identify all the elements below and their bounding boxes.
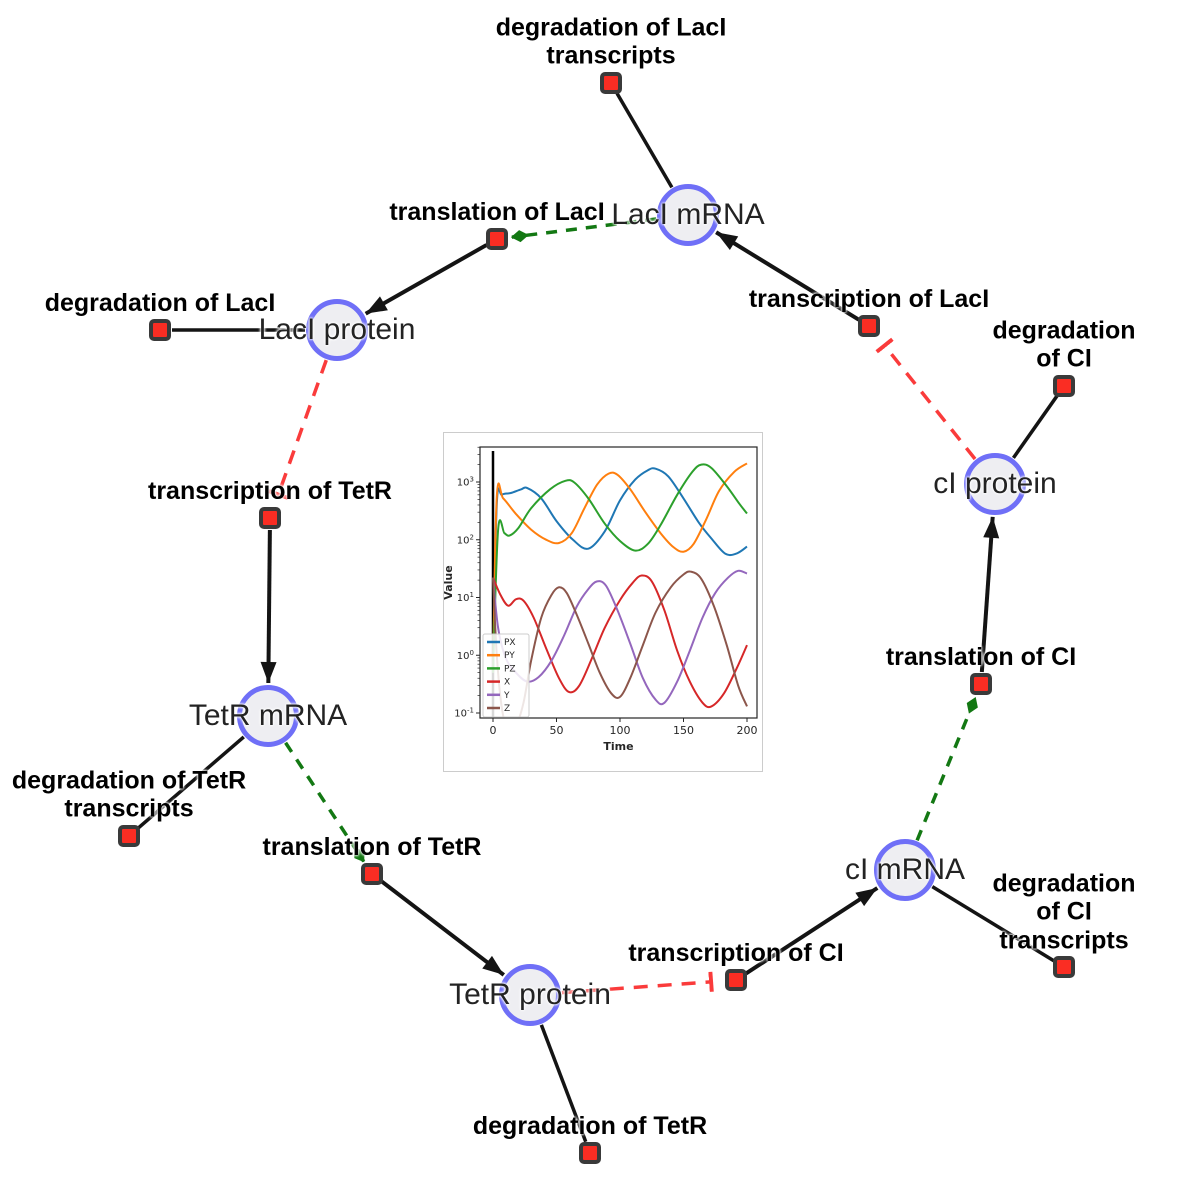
reactant-edge-laci_mrna-to-deg_laci_tx	[615, 92, 674, 189]
reaction-node-transl_ci[interactable]	[970, 673, 992, 695]
reaction-node-deg_laci_tx[interactable]	[600, 72, 622, 94]
svg-text:100: 100	[610, 724, 631, 737]
reaction-node-deg_ci[interactable]	[1053, 375, 1075, 397]
svg-text:Value: Value	[443, 565, 455, 599]
production-edge-txn_tetr-to-tetr_mrna	[260, 529, 277, 684]
species-label-laci_protein: LacI protein	[258, 313, 416, 346]
reaction-label-transl_tetr: translation of TetR	[262, 832, 482, 861]
modifier-edge-ci_mrna-to-transl_ci	[915, 696, 978, 842]
reaction-label-deg_ci_tx: degradation of CI transcripts	[992, 869, 1136, 954]
reaction-label-txn_laci: transcription of LacI	[748, 284, 990, 313]
inset-chart: 0 50 100 150 200 Time 10-1 100 101 102 103 Value PX P…	[442, 432, 763, 772]
species-node-ci_mrna[interactable]	[874, 839, 936, 901]
species-node-ci_protein[interactable]	[964, 453, 1026, 515]
reaction-node-txn_ci[interactable]	[725, 969, 747, 991]
reaction-label-deg_ci: degradation of CI	[992, 316, 1136, 373]
reaction-label-deg_tetr_tx: degradation of TetR transcripts	[11, 766, 247, 823]
species-label-ci_mrna: cI mRNA	[845, 853, 965, 886]
species-node-tetr_mrna[interactable]	[237, 685, 299, 747]
reaction-label-transl_ci: translation of CI	[885, 642, 1077, 671]
series-PY	[492, 462, 748, 673]
production-edge-transl_tetr-to-tetr_protein	[380, 879, 506, 977]
species-node-laci_mrna[interactable]	[657, 184, 719, 246]
inhibition-edge-ci_protein-to-txn_laci	[875, 337, 977, 461]
timeseries-plot: 0 50 100 150 200Time10-1100101102103ValuePXP…	[442, 432, 763, 772]
legend-label-PY: PY	[504, 651, 515, 661]
species-node-tetr_protein[interactable]	[499, 964, 561, 1026]
reactant-edge-ci_protein-to-deg_ci	[1011, 394, 1059, 459]
reaction-node-txn_tetr[interactable]	[259, 507, 281, 529]
reaction-label-transl_laci: translation of LacI	[389, 197, 605, 226]
legend-label-X: X	[504, 678, 510, 688]
reaction-label-deg_laci: degradation of LacI	[44, 288, 276, 317]
reaction-node-deg_tetr_tx[interactable]	[118, 825, 140, 847]
series-Z	[492, 570, 748, 717]
svg-text:150: 150	[673, 724, 694, 737]
species-label-tetr_protein: TetR protein	[449, 978, 611, 1011]
reaction-node-deg_laci[interactable]	[149, 319, 171, 341]
reaction-label-deg_laci_tx: degradation of LacI transcripts	[495, 13, 727, 70]
reaction-label-txn_tetr: transcription of TetR	[148, 476, 392, 505]
legend-label-Y: Y	[503, 691, 510, 701]
production-edge-transl_laci-to-laci_protein	[364, 243, 488, 316]
reaction-node-deg_tetr[interactable]	[579, 1142, 601, 1164]
reaction-label-txn_ci: transcription of CI	[628, 938, 844, 967]
reaction-node-transl_laci[interactable]	[486, 228, 508, 250]
species-node-laci_protein[interactable]	[306, 299, 368, 361]
svg-text:200: 200	[737, 724, 758, 737]
species-label-ci_protein: cI protein	[933, 467, 1057, 500]
svg-text:50: 50	[550, 724, 564, 737]
series-PZ	[492, 463, 748, 673]
legend-label-Z: Z	[504, 704, 510, 714]
species-label-tetr_mrna: TetR mRNA	[188, 699, 348, 732]
species-label-laci_mrna: LacI mRNA	[611, 198, 765, 231]
legend-label-PZ: PZ	[504, 664, 516, 674]
legend-label-PX: PX	[504, 638, 516, 648]
svg-text:Time: Time	[603, 740, 633, 753]
reaction-node-txn_laci[interactable]	[858, 315, 880, 337]
reaction-node-deg_ci_tx[interactable]	[1053, 956, 1075, 978]
reaction-label-deg_tetr: degradation of TetR	[472, 1111, 708, 1140]
svg-text:0: 0	[490, 724, 497, 737]
series-X	[492, 574, 748, 709]
reaction-node-transl_tetr[interactable]	[361, 863, 383, 885]
inhibition-edge-laci_protein-to-txn_tetr	[268, 359, 328, 500]
